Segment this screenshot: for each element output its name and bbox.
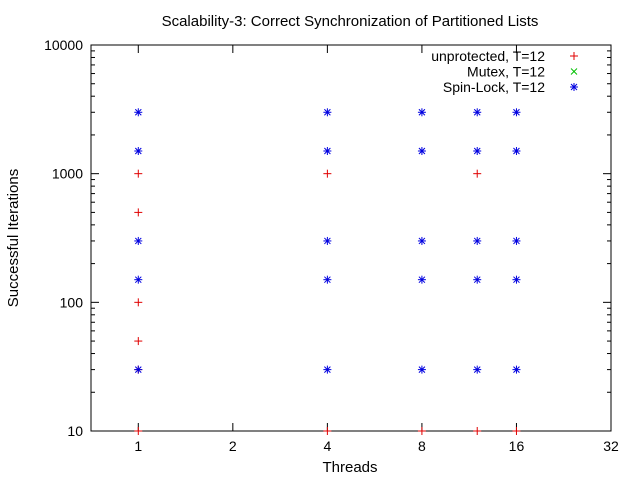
y-tick-label: 100 — [60, 294, 84, 310]
data-point — [417, 427, 426, 435]
data-point — [323, 147, 332, 156]
y-axis: 10 100 1000 10000 — [44, 37, 611, 439]
data-point — [323, 108, 332, 117]
x-axis: 1 2 4 8 16 32 — [134, 45, 619, 454]
data-point — [473, 365, 482, 374]
series-layer — [134, 108, 521, 435]
x-tick-label: 1 — [134, 438, 142, 454]
data-point — [323, 275, 332, 284]
legend-marker — [570, 52, 578, 60]
data-point — [512, 236, 521, 245]
data-point — [134, 108, 143, 117]
data-point — [473, 108, 482, 117]
x-tick-label: 16 — [509, 438, 525, 454]
data-point — [323, 427, 332, 435]
data-point — [134, 169, 143, 178]
y-tick-label: 10000 — [44, 37, 83, 53]
y-axis-label: Successful Iterations — [5, 169, 22, 307]
data-point — [512, 365, 521, 374]
data-point — [417, 365, 426, 374]
data-point — [512, 275, 521, 284]
data-point — [134, 427, 143, 435]
data-point — [134, 208, 143, 217]
data-point — [473, 147, 482, 156]
y-tick-label: 10 — [67, 423, 83, 439]
legend-label: unprotected, T=12 — [431, 48, 545, 64]
plot-area — [90, 44, 612, 432]
series-0 — [134, 169, 521, 435]
data-point — [134, 337, 143, 346]
chart-title: Scalability-3: Correct Synchronization o… — [162, 13, 539, 30]
data-point — [417, 108, 426, 117]
series-2 — [134, 108, 521, 374]
x-tick-label: 32 — [603, 438, 619, 454]
legend-label: Spin-Lock, T=12 — [443, 79, 545, 95]
data-point — [323, 365, 332, 374]
legend-marker — [570, 68, 578, 75]
data-point — [473, 275, 482, 284]
plot-frame — [90, 44, 612, 432]
data-point — [473, 427, 482, 435]
data-point — [134, 275, 143, 284]
x-tick-label: 2 — [229, 438, 237, 454]
data-point — [323, 236, 332, 245]
data-point — [134, 147, 143, 156]
x-axis-label: Threads — [322, 459, 377, 476]
data-point — [134, 298, 143, 307]
legend-marker — [570, 83, 578, 91]
data-point — [323, 169, 332, 178]
data-point — [134, 236, 143, 245]
data-point — [473, 236, 482, 245]
x-tick-label: 8 — [418, 438, 426, 454]
data-point — [417, 236, 426, 245]
data-point — [473, 169, 482, 178]
legend-label: Mutex, T=12 — [467, 64, 545, 80]
data-point — [512, 108, 521, 117]
data-point — [134, 365, 143, 374]
data-point — [417, 275, 426, 284]
data-point — [512, 147, 521, 156]
data-point — [417, 147, 426, 156]
x-tick-label: 4 — [323, 438, 331, 454]
y-tick-label: 1000 — [52, 166, 83, 182]
data-point — [512, 427, 521, 435]
